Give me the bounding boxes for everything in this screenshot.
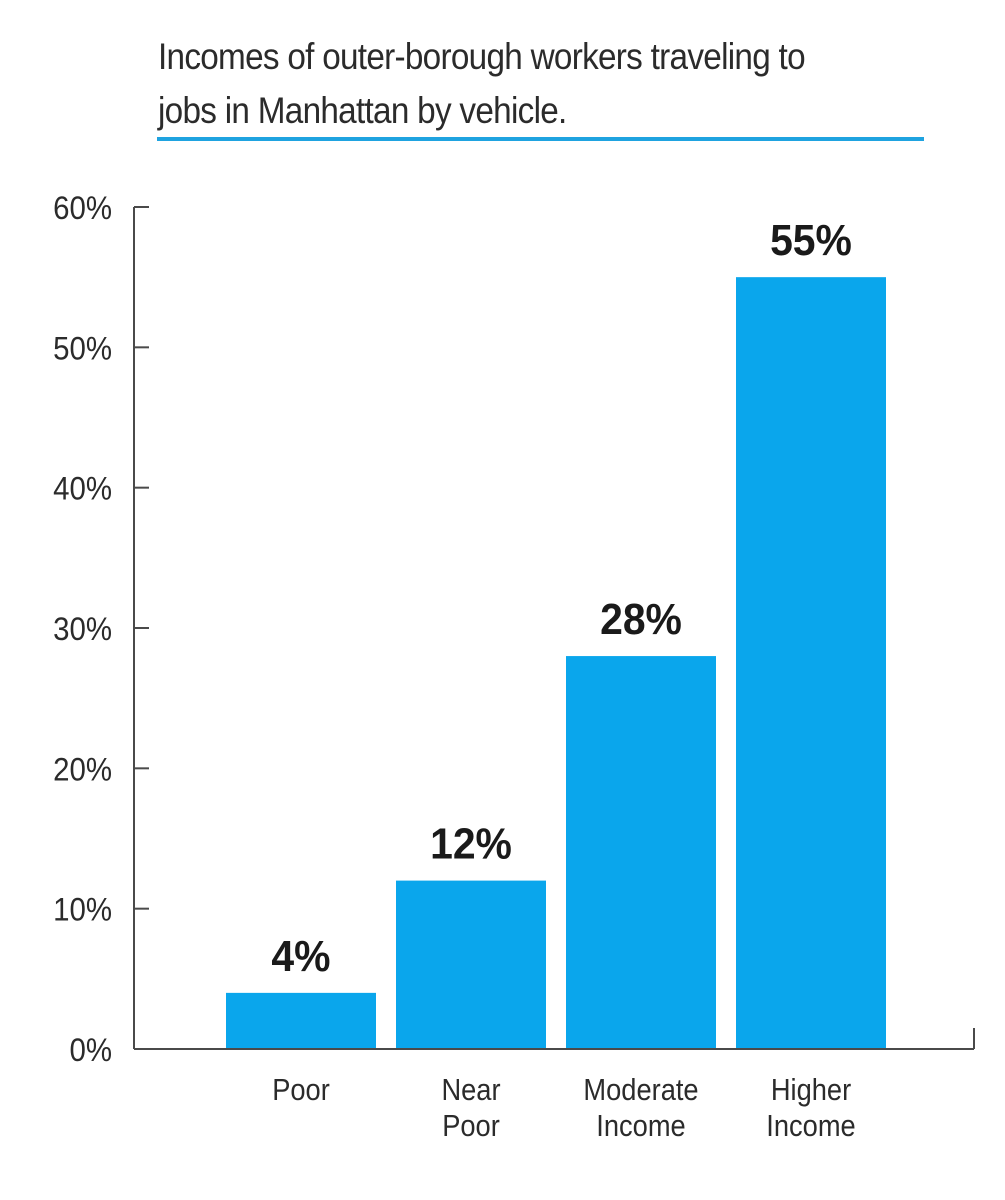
- axes: [133, 207, 975, 1050]
- bars: [226, 277, 886, 1050]
- x-category-label-line: Income: [596, 1109, 685, 1143]
- x-category-label-line: Moderate: [583, 1073, 698, 1107]
- y-tick-label: 10%: [53, 892, 112, 928]
- value-label: 4%: [271, 933, 330, 982]
- y-axis-ticks: 0% 10% 20% 30% 40% 50% 60%: [53, 190, 149, 1068]
- y-tick-label: 40%: [53, 471, 112, 507]
- x-category-label: Higher Income: [766, 1073, 855, 1143]
- bar-near-poor: [396, 880, 546, 1049]
- x-category-label: Poor: [272, 1073, 330, 1107]
- bar-poor: [226, 992, 376, 1049]
- value-label: 28%: [600, 596, 682, 645]
- chart-title: Incomes of outer-borough workers traveli…: [158, 36, 806, 131]
- x-category-label-line: Poor: [272, 1073, 330, 1107]
- x-category-label-line: Higher: [771, 1073, 852, 1107]
- value-label: 12%: [430, 820, 512, 869]
- x-category-label: Near Poor: [441, 1073, 500, 1143]
- x-category-label: Moderate Income: [583, 1073, 698, 1143]
- y-tick-label: 60%: [53, 190, 112, 226]
- y-tick-label: 20%: [53, 751, 112, 787]
- title-underline: [157, 137, 924, 141]
- value-label: 55%: [770, 217, 852, 266]
- y-tick-label: 30%: [53, 611, 112, 647]
- y-tick-label: 50%: [53, 330, 112, 366]
- y-tick-label: 0%: [69, 1032, 112, 1068]
- x-category-label-line: Poor: [442, 1109, 500, 1143]
- x-category-label-line: Near: [441, 1073, 500, 1107]
- value-labels: 4% 12% 28% 55%: [271, 217, 851, 981]
- x-category-label-line: Income: [766, 1109, 855, 1143]
- bar-higher-income: [736, 277, 886, 1050]
- bar-moderate-income: [566, 656, 716, 1049]
